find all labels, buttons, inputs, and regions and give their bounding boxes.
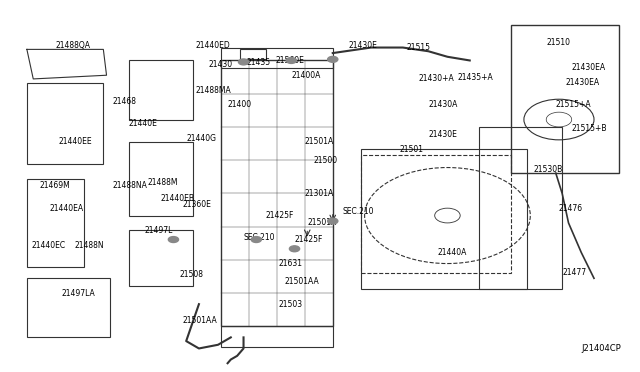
Text: 21488NA: 21488NA [113, 182, 148, 190]
Circle shape [328, 57, 338, 62]
Bar [362, 149, 527, 289]
Text: 21501AA: 21501AA [285, 278, 320, 286]
Text: 21400: 21400 [228, 100, 252, 109]
Text: 21468: 21468 [113, 97, 137, 106]
Text: 21440A: 21440A [438, 248, 467, 257]
Text: 21501A: 21501A [307, 218, 337, 227]
Text: 21560E: 21560E [275, 56, 304, 65]
Text: 21469M: 21469M [40, 182, 70, 190]
Text: 21301A: 21301A [304, 189, 333, 198]
Bar [479, 127, 562, 289]
Text: 21497L: 21497L [145, 226, 173, 235]
Text: 21425F: 21425F [294, 235, 323, 244]
Text: 21477: 21477 [562, 268, 586, 277]
Text: 21488N: 21488N [75, 241, 104, 250]
Text: 21435: 21435 [246, 58, 271, 67]
Text: 21435+A: 21435+A [457, 73, 493, 81]
Text: 21501AA: 21501AA [183, 316, 218, 325]
Circle shape [286, 58, 296, 63]
Text: 21510: 21510 [546, 38, 570, 46]
Text: 21488QA: 21488QA [56, 41, 90, 50]
Text: 21440EC: 21440EC [32, 241, 66, 250]
Circle shape [239, 59, 248, 65]
Circle shape [328, 218, 338, 224]
Text: 21488M: 21488M [148, 178, 179, 187]
Text: 21430E: 21430E [349, 41, 378, 50]
Bar [221, 61, 333, 326]
Bar [362, 155, 511, 273]
Circle shape [251, 237, 261, 243]
Text: 21530B: 21530B [534, 165, 563, 174]
Text: 21430+A: 21430+A [419, 74, 454, 83]
Bar [221, 326, 333, 347]
Text: 21515+B: 21515+B [572, 124, 607, 133]
Text: SEC.210: SEC.210 [342, 207, 374, 217]
Text: 21515+A: 21515+A [556, 100, 591, 109]
Bar [241, 49, 266, 59]
Text: 21515: 21515 [406, 43, 430, 52]
Text: 21360E: 21360E [183, 200, 212, 209]
Text: 21430A: 21430A [428, 100, 458, 109]
Text: J21404CP: J21404CP [581, 344, 621, 353]
Text: 21440EA: 21440EA [49, 203, 83, 213]
Text: 21430EA: 21430EA [565, 78, 600, 87]
Text: 21440EB: 21440EB [161, 195, 195, 203]
Circle shape [168, 237, 179, 243]
Text: 21430: 21430 [209, 60, 232, 69]
Text: 21440G: 21440G [186, 134, 216, 142]
Text: 21440EE: 21440EE [59, 137, 92, 146]
Text: 21488MA: 21488MA [196, 86, 232, 94]
Text: 21508: 21508 [180, 270, 204, 279]
Text: 21425F: 21425F [266, 211, 294, 220]
Text: 21501: 21501 [399, 145, 424, 154]
Text: 21631: 21631 [278, 259, 303, 268]
Text: SEC.210: SEC.210 [244, 233, 275, 242]
Text: 21500: 21500 [314, 155, 338, 165]
Text: 21503: 21503 [278, 300, 303, 309]
Bar [221, 48, 333, 68]
Text: 21430E: 21430E [428, 130, 457, 139]
Text: 21501A: 21501A [304, 137, 333, 146]
Text: 21440ED: 21440ED [196, 41, 230, 50]
Text: 21430EA: 21430EA [572, 63, 606, 72]
Text: 21476: 21476 [559, 203, 583, 213]
Bar [511, 25, 620, 173]
Circle shape [289, 246, 300, 252]
Text: 21440E: 21440E [129, 119, 157, 128]
Text: 21400A: 21400A [291, 71, 321, 80]
Text: 21497LA: 21497LA [62, 289, 95, 298]
